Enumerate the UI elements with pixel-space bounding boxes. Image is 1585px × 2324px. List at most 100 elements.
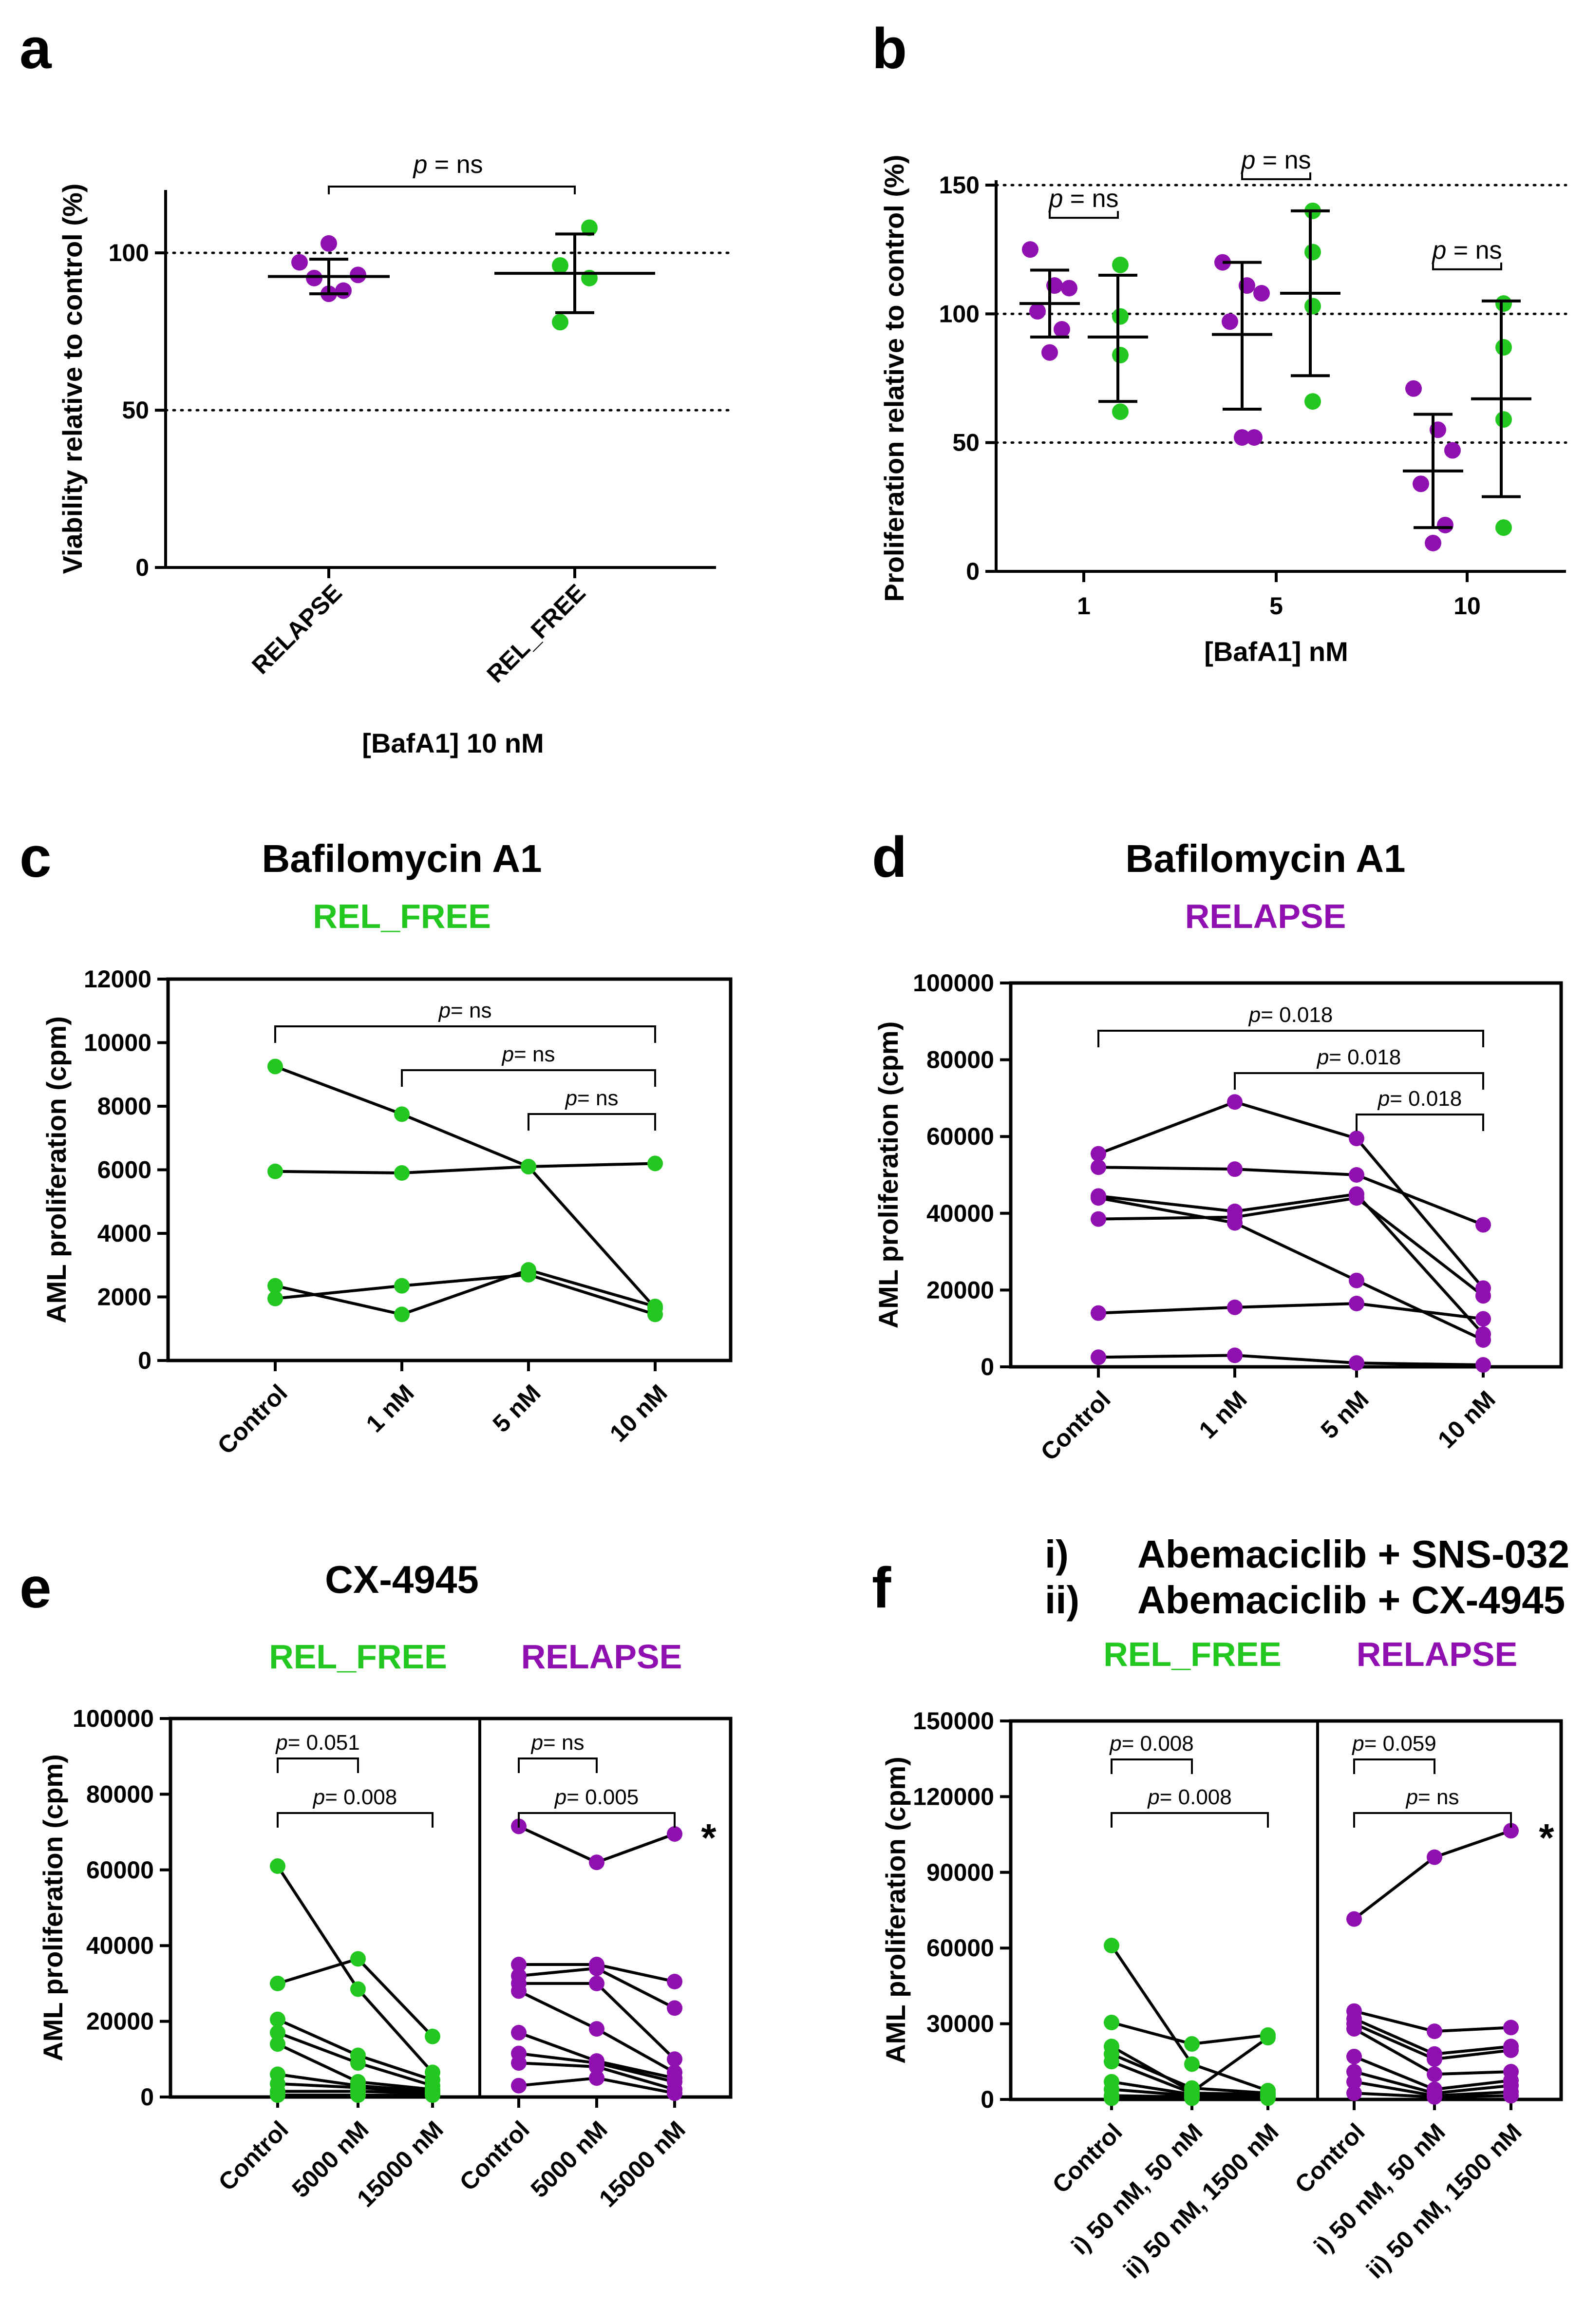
panel-e-letter: e bbox=[19, 1556, 52, 1620]
chart-e-rel-free-series-line bbox=[277, 1957, 434, 2038]
a-x-axis-title: [BafA1] 10 nM bbox=[362, 728, 544, 758]
chart-f-ytick-label: 90000 bbox=[926, 1859, 994, 1886]
chart-e-rel-free-point bbox=[270, 2036, 285, 2052]
chart-d-point bbox=[1091, 1190, 1106, 1206]
chart-e-rel-free-x-tick-label: Control bbox=[213, 2116, 294, 2196]
chart-d-point bbox=[1475, 1332, 1491, 1348]
chart-f-relapse-series-line bbox=[1353, 1829, 1511, 1921]
b-rel-free-point bbox=[1495, 519, 1512, 536]
b-relapse-point bbox=[1222, 313, 1238, 330]
a-point bbox=[552, 257, 568, 274]
chart-c-point bbox=[521, 1266, 536, 1283]
b-relapse-point bbox=[1234, 429, 1250, 446]
chart-d-point bbox=[1091, 1349, 1106, 1365]
chart-c-ytick-label: 2000 bbox=[97, 1284, 151, 1311]
b-relapse-point bbox=[1054, 321, 1070, 338]
chart-d-ytick-label: 60000 bbox=[926, 1123, 994, 1150]
panel-d-group: RELAPSE bbox=[1185, 897, 1346, 935]
chart-f-relapse-cmp-p-label: p= 0.059 bbox=[1351, 1732, 1436, 1756]
chart-e-relapse-point bbox=[667, 1826, 682, 1842]
panel-f-letter: f bbox=[872, 1556, 891, 1620]
chart-d-cmp-bracket bbox=[1097, 1030, 1484, 1047]
a-point bbox=[335, 282, 352, 299]
chart-c-point bbox=[394, 1165, 410, 1181]
chart-e-relapse-cmp-bracket bbox=[518, 1757, 598, 1773]
chart-d-point bbox=[1349, 1131, 1364, 1147]
b-rel-free-point bbox=[1495, 411, 1512, 428]
chart-e-rel-free-cmp-p-label: p= 0.008 bbox=[312, 1785, 397, 1809]
chart-f-ytick-label: 30000 bbox=[926, 2010, 994, 2038]
b-relapse-point bbox=[1437, 516, 1453, 533]
panel-e-star: * bbox=[701, 1816, 717, 1859]
a-point bbox=[321, 235, 337, 252]
panel-f-group-left: REL_FREE bbox=[1103, 1635, 1282, 1673]
chart-c-ytick-label: 10000 bbox=[84, 1029, 151, 1057]
b-rel-free-point bbox=[1112, 346, 1129, 363]
chart-d-point bbox=[1349, 1295, 1364, 1311]
chart-e-rel-free-point bbox=[270, 2087, 285, 2103]
b-y-axis-title: Proliferation relative to control (%) bbox=[879, 155, 909, 602]
chart-c-point bbox=[647, 1306, 663, 1323]
chart-e-relapse-point bbox=[589, 2021, 604, 2037]
panel-c-title: Bafilomycin A1 bbox=[262, 837, 542, 880]
chart-f-rel-free-point bbox=[1184, 2056, 1200, 2072]
b-x-tick-label: 10 bbox=[1453, 592, 1481, 620]
chart-d-plot-frame bbox=[1009, 981, 1563, 1369]
chart-d: 0 20000 40000 60000 80000 100000 AML prolifera… bbox=[873, 969, 1563, 1466]
panel-f-star: * bbox=[1539, 1816, 1554, 1859]
chart-c-point bbox=[394, 1106, 410, 1122]
chart-c-ytick-label: 6000 bbox=[97, 1156, 151, 1184]
chart-e-ytick-label: 100000 bbox=[73, 1705, 154, 1732]
chart-e-rel-free-point bbox=[350, 2055, 366, 2071]
chart-d-point bbox=[1091, 1159, 1106, 1175]
chart-d-ytick-label: 40000 bbox=[926, 1200, 994, 1227]
chart-e-rel-free-point bbox=[425, 2028, 440, 2044]
chart-c-point bbox=[267, 1163, 283, 1179]
chart-c-ytick-label: 0 bbox=[138, 1347, 151, 1374]
panel-e-group-right: RELAPSE bbox=[521, 1638, 682, 1676]
b-relapse-point bbox=[1253, 285, 1270, 302]
chart-c-cmp-bracket bbox=[528, 1113, 656, 1131]
chart-e-ytick-label: 60000 bbox=[86, 1856, 154, 1884]
a-x-tick-label: REL_FREE bbox=[482, 579, 591, 688]
chart-f-rel-free-cmp-bracket bbox=[1111, 1758, 1193, 1774]
b-rel-free-point bbox=[1495, 295, 1512, 312]
chart-d-point bbox=[1475, 1288, 1491, 1304]
chart-e-relapse-point bbox=[511, 2078, 527, 2094]
a-point bbox=[552, 314, 568, 331]
chart-e-relapse-point bbox=[511, 1957, 527, 1973]
panel-a-letter: a bbox=[19, 17, 52, 81]
a-point bbox=[581, 219, 598, 236]
chart-e-relapse-cmp-p-label: p= ns bbox=[530, 1731, 585, 1755]
chart-d-point bbox=[1091, 1146, 1106, 1162]
chart-d-point bbox=[1227, 1347, 1243, 1363]
chart-c-cmp-bracket bbox=[274, 1025, 656, 1043]
chart-c-point bbox=[394, 1306, 410, 1323]
a-point bbox=[350, 266, 366, 283]
panel-e-title: CX-4945 bbox=[325, 1558, 479, 1601]
chart-f-plot-frame bbox=[1009, 1719, 1563, 2101]
chart-f-rel-free-point bbox=[1260, 2090, 1276, 2106]
panel-f-title-i-num: i) bbox=[1045, 1532, 1069, 1576]
a-x-tick-label: RELAPSE bbox=[246, 579, 347, 680]
panel-b-letter: b bbox=[872, 17, 907, 81]
chart-e-relapse-point bbox=[589, 2070, 604, 2086]
chart-d-point bbox=[1349, 1355, 1364, 1371]
chart-c-point bbox=[267, 1058, 283, 1075]
chart-e-relapse-point bbox=[667, 2085, 682, 2101]
chart-d-point bbox=[1349, 1272, 1364, 1288]
chart-d-cmp-p-label: p= 0.018 bbox=[1248, 1003, 1333, 1027]
chart-f-rel-free-point bbox=[1104, 2015, 1119, 2031]
chart-e-relapse-point bbox=[589, 1960, 604, 1976]
chart-d-series-line bbox=[1098, 1302, 1484, 1321]
chart-e-ytick-label: 20000 bbox=[86, 2008, 154, 2035]
chart-e-rel-free-cmp-p-label: p= 0.051 bbox=[275, 1731, 360, 1755]
chart-c-cmp-p-label: p= ns bbox=[501, 1042, 555, 1066]
chart-f-relapse-cmp-bracket bbox=[1353, 1812, 1512, 1828]
chart-f-relapse-point bbox=[1427, 2066, 1442, 2082]
panel-f-group-right: RELAPSE bbox=[1357, 1635, 1518, 1673]
chart-d-cmp-p-label: p= 0.018 bbox=[1377, 1087, 1462, 1111]
chart-c-series-line bbox=[274, 1065, 657, 1309]
chart-d-y-axis-title: AML proliferation (cpm) bbox=[873, 1021, 904, 1329]
chart-d-ytick-label: 100000 bbox=[913, 969, 994, 997]
